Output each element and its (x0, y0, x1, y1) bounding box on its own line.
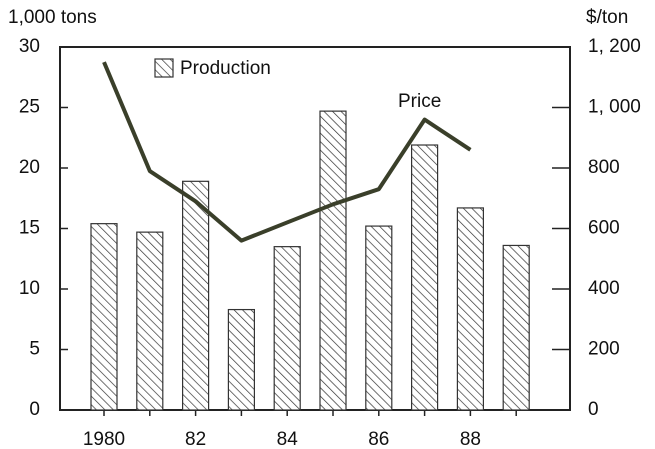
x-tick-label: 86 (368, 429, 389, 449)
y2-tick-label: 1, 200 (588, 36, 641, 57)
y-axis-label: 1,000 tons (8, 7, 97, 28)
bar (319, 110, 347, 411)
y-tick-label: 20 (19, 157, 40, 178)
bar (90, 223, 118, 411)
y2-tick-label: 400 (588, 278, 620, 299)
bar (456, 207, 484, 411)
y2-tick-label: 200 (588, 339, 620, 360)
bar (411, 144, 439, 411)
y2-axis-label: $/ton (586, 7, 628, 28)
x-tick-label: 88 (460, 429, 481, 449)
y2-tick-label: 1, 000 (588, 97, 641, 118)
y-tick-label: 5 (29, 339, 40, 360)
bar (227, 308, 255, 411)
legend-label: Production (180, 58, 271, 79)
legend-swatch (154, 58, 174, 78)
y2-tick-label: 600 (588, 218, 620, 239)
bar (502, 244, 530, 411)
y2-tick-label: 0 (588, 399, 599, 420)
line-annotation: Price (398, 91, 441, 112)
bar (365, 225, 393, 411)
x-tick-label: 82 (185, 429, 206, 449)
y-tick-label: 30 (19, 36, 40, 57)
x-tick-label: 1980 (83, 429, 125, 449)
y-tick-label: 10 (19, 278, 40, 299)
bar (136, 231, 164, 411)
y-tick-label: 15 (19, 218, 40, 239)
y2-tick-label: 800 (588, 157, 620, 178)
y-tick-label: 25 (19, 97, 40, 118)
bar (273, 246, 301, 411)
price-line (102, 61, 472, 243)
x-tick-label: 84 (277, 429, 299, 449)
y-tick-label: 0 (29, 399, 40, 420)
bar (182, 180, 210, 411)
